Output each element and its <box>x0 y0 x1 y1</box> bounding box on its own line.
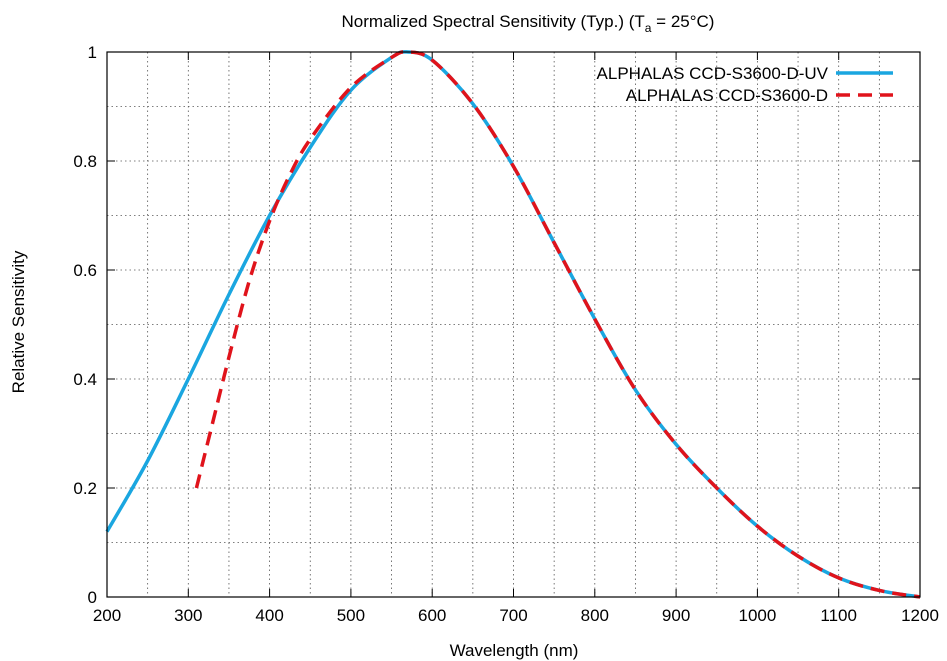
y-tick-label: 0.4 <box>73 370 97 389</box>
chart-title-main: Normalized Spectral Sensitivity (Typ.) (… <box>342 12 645 31</box>
x-tick-label: 1200 <box>901 606 939 625</box>
legend-label: ALPHALAS CCD-S3600-D-UV <box>597 64 829 83</box>
x-tick-label: 600 <box>418 606 446 625</box>
x-tick-label: 700 <box>499 606 527 625</box>
chart-title-subscript: a <box>645 21 652 35</box>
series-line-2 <box>194 50 921 599</box>
legend: ALPHALAS CCD-S3600-D-UV ALPHALAS CCD-S360… <box>597 64 893 105</box>
x-tick-label: 300 <box>174 606 202 625</box>
plot-frame <box>106 51 921 598</box>
y-tick-label: 0 <box>88 588 97 607</box>
series-lines <box>105 50 921 599</box>
legend-label: ALPHALAS CCD-S3600-D <box>626 86 828 105</box>
x-tick-label: 500 <box>337 606 365 625</box>
y-axis-label: Relative Sensitivity <box>9 250 28 393</box>
x-tick-label: 400 <box>255 606 283 625</box>
axis-ticks: 200 300 400 500 600 700 800 900 1000 1100 1200 0 0.2… <box>73 43 939 625</box>
x-tick-label: 200 <box>93 606 121 625</box>
y-tick-label: 0.6 <box>73 261 97 280</box>
chart-title-suffix: = 25°C) <box>651 12 714 31</box>
y-tick-label: 0.8 <box>73 152 97 171</box>
grid <box>107 52 920 597</box>
y-tick-label: 0.2 <box>73 479 97 498</box>
x-axis-label: Wavelength (nm) <box>450 641 579 660</box>
x-tick-label: 1000 <box>738 606 776 625</box>
x-tick-label: 800 <box>581 606 609 625</box>
x-tick-label: 1100 <box>820 606 857 625</box>
x-tick-label: 900 <box>662 606 690 625</box>
y-tick-label: 1 <box>88 43 97 62</box>
chart-title: Normalized Spectral Sensitivity (Typ.) (… <box>342 12 715 35</box>
